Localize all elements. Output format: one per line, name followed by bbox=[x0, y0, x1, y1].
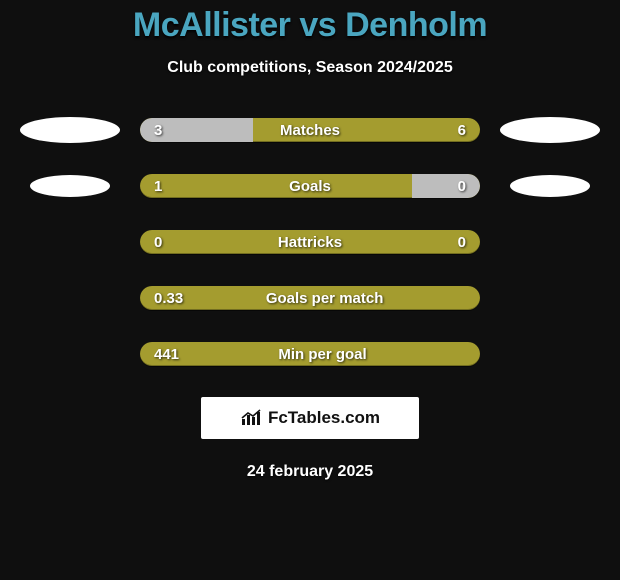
stat-value-left: 3 bbox=[154, 122, 162, 139]
team-crest-placeholder bbox=[510, 175, 590, 197]
site-logo-text: FcTables.com bbox=[268, 408, 380, 428]
team-badge-left bbox=[20, 175, 120, 197]
team-crest-placeholder bbox=[30, 175, 110, 197]
stat-label: Hattricks bbox=[162, 234, 457, 251]
team-badge-right bbox=[500, 175, 600, 197]
site-logo[interactable]: FcTables.com bbox=[201, 397, 419, 439]
stat-row: 0.33Goals per match bbox=[0, 285, 620, 311]
stat-row: 441Min per goal bbox=[0, 341, 620, 367]
stat-bar: 1Goals0 bbox=[140, 174, 480, 198]
subtitle: Club competitions, Season 2024/2025 bbox=[0, 59, 620, 77]
team-badge-right bbox=[500, 117, 600, 143]
stat-bar-text: 0.33Goals per match bbox=[140, 286, 480, 310]
stat-bar-text: 3Matches6 bbox=[140, 118, 480, 142]
stat-bar-text: 0Hattricks0 bbox=[140, 230, 480, 254]
stat-bar: 0.33Goals per match bbox=[140, 286, 480, 310]
stat-bar: 441Min per goal bbox=[140, 342, 480, 366]
stats-rows: 3Matches61Goals00Hattricks00.33Goals per… bbox=[0, 117, 620, 367]
stat-value-right: 0 bbox=[458, 178, 466, 195]
stat-value-right: 6 bbox=[458, 122, 466, 139]
stat-label: Min per goal bbox=[179, 346, 466, 363]
stat-bar: 3Matches6 bbox=[140, 118, 480, 142]
stat-value-left: 1 bbox=[154, 178, 162, 195]
stat-row: 3Matches6 bbox=[0, 117, 620, 143]
team-badge-left bbox=[20, 117, 120, 143]
stat-value-left: 441 bbox=[154, 346, 179, 363]
stat-label: Matches bbox=[162, 122, 457, 139]
stat-bar-text: 441Min per goal bbox=[140, 342, 480, 366]
chart-icon bbox=[240, 409, 262, 427]
stat-value-left: 0.33 bbox=[154, 290, 183, 307]
team-crest-placeholder bbox=[20, 117, 120, 143]
stat-value-right: 0 bbox=[458, 234, 466, 251]
date-label: 24 february 2025 bbox=[0, 463, 620, 481]
stat-label: Goals per match bbox=[183, 290, 466, 307]
page-title: McAllister vs Denholm bbox=[0, 6, 620, 45]
stat-bar: 0Hattricks0 bbox=[140, 230, 480, 254]
stat-row: 0Hattricks0 bbox=[0, 229, 620, 255]
stat-bar-text: 1Goals0 bbox=[140, 174, 480, 198]
stat-label: Goals bbox=[162, 178, 457, 195]
team-crest-placeholder bbox=[500, 117, 600, 143]
stat-row: 1Goals0 bbox=[0, 173, 620, 199]
comparison-card: McAllister vs Denholm Club competitions,… bbox=[0, 0, 620, 580]
stat-value-left: 0 bbox=[154, 234, 162, 251]
